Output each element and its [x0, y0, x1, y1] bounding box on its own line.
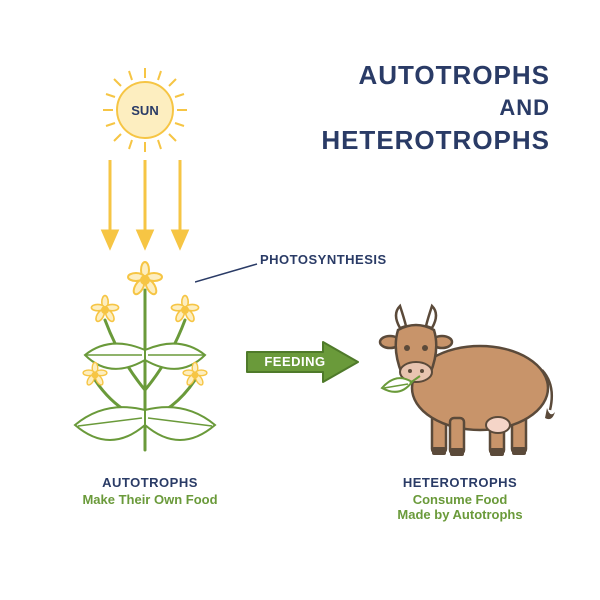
diagram-title: AUTOTROPHS AND HETEROTROPHS [321, 60, 550, 156]
sun-label: SUN [125, 103, 165, 118]
feeding-label: FEEDING [250, 354, 340, 369]
autotrophs-caption: AUTOTROPHS Make Their Own Food [50, 475, 250, 507]
cow-icon [370, 300, 560, 465]
title-line-3: HETEROTROPHS [321, 125, 550, 156]
heterotrophs-sub2: Made by Autotrophs [360, 507, 560, 522]
photosynthesis-leader-line [195, 258, 265, 288]
autotrophs-heading: AUTOTROPHS [50, 475, 250, 490]
title-line-2: AND [321, 95, 550, 121]
sun-rays-arrows [90, 155, 200, 255]
heterotrophs-caption: HETEROTROPHS Consume Food Made by Autotr… [360, 475, 560, 522]
autotrophs-sub: Make Their Own Food [50, 492, 250, 507]
title-line-1: AUTOTROPHS [321, 60, 550, 91]
heterotrophs-heading: HETEROTROPHS [360, 475, 560, 490]
heterotrophs-sub1: Consume Food [360, 492, 560, 507]
photosynthesis-label: PHOTOSYNTHESIS [260, 252, 387, 267]
